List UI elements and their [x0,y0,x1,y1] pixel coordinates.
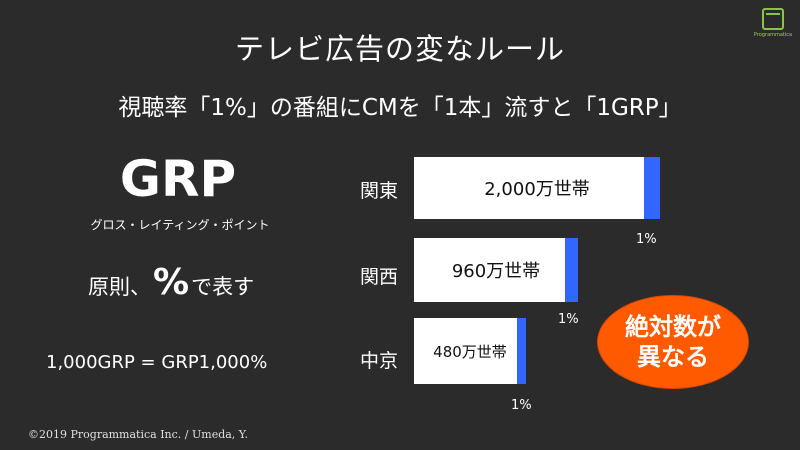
bar-label-kansai: 960万世帯 [451,261,541,282]
rating-label-chukyo: 1% [511,398,532,413]
callout-line1: 絶対数が [625,313,721,341]
bar-kansai: 960万世帯 [414,238,578,302]
slide-title: テレビ広告の変なルール [234,32,565,66]
bar-label-kanto: 2,000万世帯 [484,179,590,200]
percent-symbol: % [153,262,190,303]
callout-bubble: 絶対数が 異なる [598,296,748,388]
copyright-footer: ©2019 Programmatica Inc. / Umeda, Y. [28,428,249,441]
grp-formula: 1,000GRP = GRP1,000% [46,352,268,373]
grp-heading: GRP [119,150,237,208]
bar-kanto: 2,000万世帯 [414,157,660,219]
bar-rating-cap-kansai [565,238,578,302]
rating-label-kansai: 1% [558,312,579,327]
region-label-kansai: 関西 [360,266,399,288]
slide-subtitle: 視聴率「1%」の番組にCMを「1本」流すと「1GRP」 [118,95,682,121]
bar-rating-cap-chukyo [517,318,526,384]
programmatica-logo: Programmatica [753,8,793,46]
rule-suffix: で表す [191,275,255,299]
bar-label-chukyo: 480万世帯 [433,342,507,361]
bar-rating-cap-kanto [644,157,660,219]
bar-chukyo: 480万世帯 [414,318,526,384]
region-label-chukyo: 中京 [360,350,399,372]
rule-prefix: 原則、 [88,275,151,299]
grp-rule: 原則、 % で表す [88,262,254,303]
rating-label-kanto: 1% [636,232,657,247]
logo-text: Programmatica [753,32,793,38]
region-label-kanto: 関東 [360,180,399,202]
callout-line2: 異なる [637,343,709,371]
grp-reading: グロス・レイティング・ポイント [90,218,270,232]
window-icon [762,8,784,30]
